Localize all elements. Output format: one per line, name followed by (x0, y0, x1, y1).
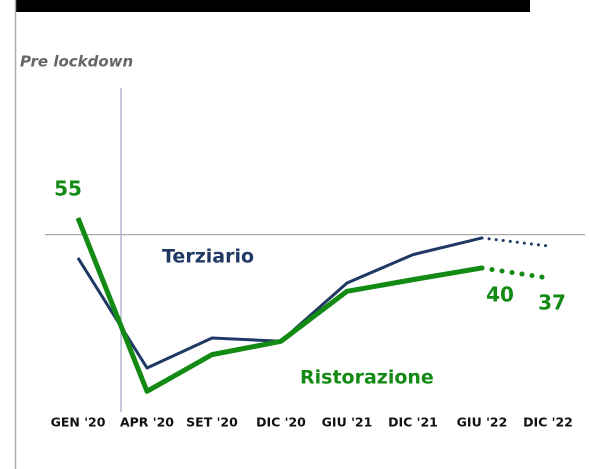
series-forecast (479, 265, 551, 281)
series-label: Terziario (162, 246, 254, 268)
x-tick-label: GIU '21 (322, 415, 373, 430)
value-label: 55 (54, 177, 82, 201)
series-label: Ristorazione (300, 367, 434, 389)
series-line (75, 217, 483, 394)
x-tick-label: APR '20 (120, 415, 174, 430)
reference-label: Pre lockdown (20, 53, 133, 71)
series-forecast (480, 236, 550, 248)
x-tick-label: GIU '22 (457, 415, 508, 430)
x-tick-label: GEN '20 (51, 415, 106, 430)
x-tick-label: DIC '22 (523, 415, 573, 430)
x-tick-label: DIC '21 (388, 415, 438, 430)
x-tick-label: DIC '20 (256, 415, 306, 430)
series-line (76, 236, 483, 370)
header-bar (15, 0, 530, 12)
value-label: 37 (538, 291, 566, 315)
x-tick-label: SET '20 (186, 415, 238, 430)
value-label: 40 (486, 283, 514, 307)
